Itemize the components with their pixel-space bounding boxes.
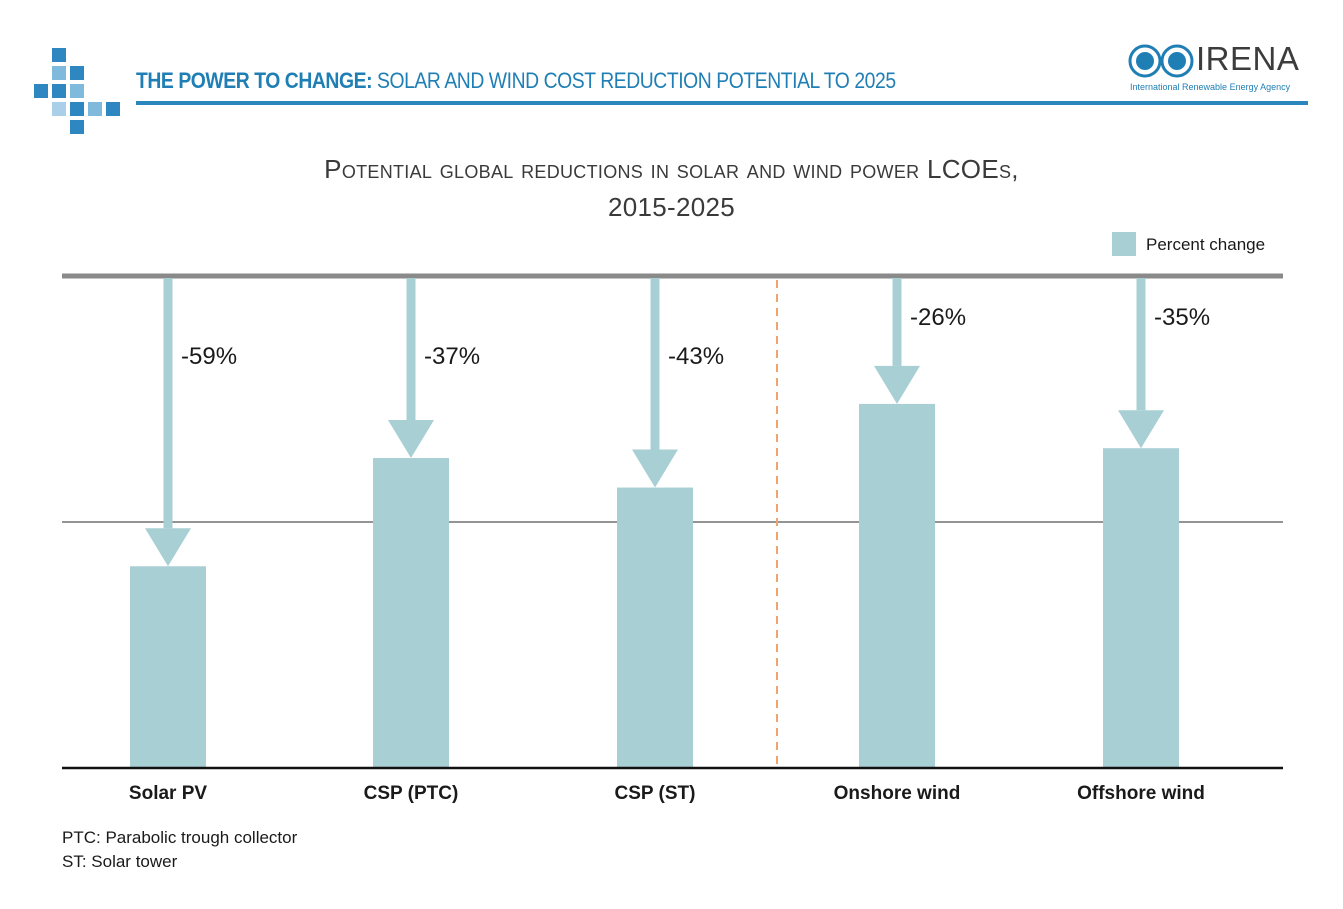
irena-globe-icon <box>1128 44 1194 78</box>
bar-3 <box>859 403 935 768</box>
data-label-4: -35% <box>1154 304 1210 331</box>
irena-logo-text: IRENA <box>1196 40 1300 77</box>
chart-title-line1: Potential global reductions in solar and… <box>324 154 1019 184</box>
arrow-shaft-2 <box>650 278 660 450</box>
footnotes: PTC: Parabolic trough collector ST: Sola… <box>62 826 297 874</box>
arrow-shaft-0 <box>163 278 173 529</box>
data-label-0: -59% <box>181 343 237 370</box>
data-label-2: -43% <box>668 343 724 370</box>
chart-title: Potential global reductions in solar and… <box>0 150 1343 226</box>
x-tick-label-1: CSP (PTC) <box>364 783 459 804</box>
arrow-head-3 <box>874 365 920 404</box>
arrow-shaft-1 <box>406 278 416 421</box>
bar-1 <box>373 458 449 768</box>
footnote-ptc: PTC: Parabolic trough collector <box>62 828 298 847</box>
page-title-bold: THE POWER TO CHANGE: <box>136 68 373 93</box>
page-title: THE POWER TO CHANGE: SOLAR AND WIND COST… <box>136 68 896 94</box>
arrow-head-2 <box>632 449 678 488</box>
bar-0 <box>130 566 206 768</box>
bar-4 <box>1103 448 1179 768</box>
x-tick-label-2: CSP (ST) <box>615 783 696 804</box>
data-label-3: -26% <box>910 304 966 331</box>
x-tick-label-4: Offshore wind <box>1077 783 1205 804</box>
arrow-head-4 <box>1118 410 1164 449</box>
footnote-st: ST: Solar tower <box>62 852 178 871</box>
arrow-shaft-4 <box>1136 278 1146 411</box>
x-tick-label-0: Solar PV <box>129 783 207 804</box>
arrow-head-0 <box>145 528 191 567</box>
arrow-head-1 <box>388 420 434 459</box>
legend-label: Percent change <box>1146 235 1266 254</box>
irena-logo-subtitle: International Renewable Energy Agency <box>1130 82 1291 92</box>
x-tick-label-3: Onshore wind <box>834 783 961 804</box>
legend-swatch <box>1112 232 1136 256</box>
bar-2 <box>617 487 693 768</box>
cross-logo-icon <box>34 48 120 134</box>
data-label-1: -37% <box>424 343 480 370</box>
chart-title-line2: 2015-2025 <box>607 192 736 222</box>
arrow-shaft-3 <box>892 278 902 366</box>
header-rule <box>136 101 1308 105</box>
page-title-rest: SOLAR AND WIND COST REDUCTION POTENTIAL … <box>372 68 896 93</box>
